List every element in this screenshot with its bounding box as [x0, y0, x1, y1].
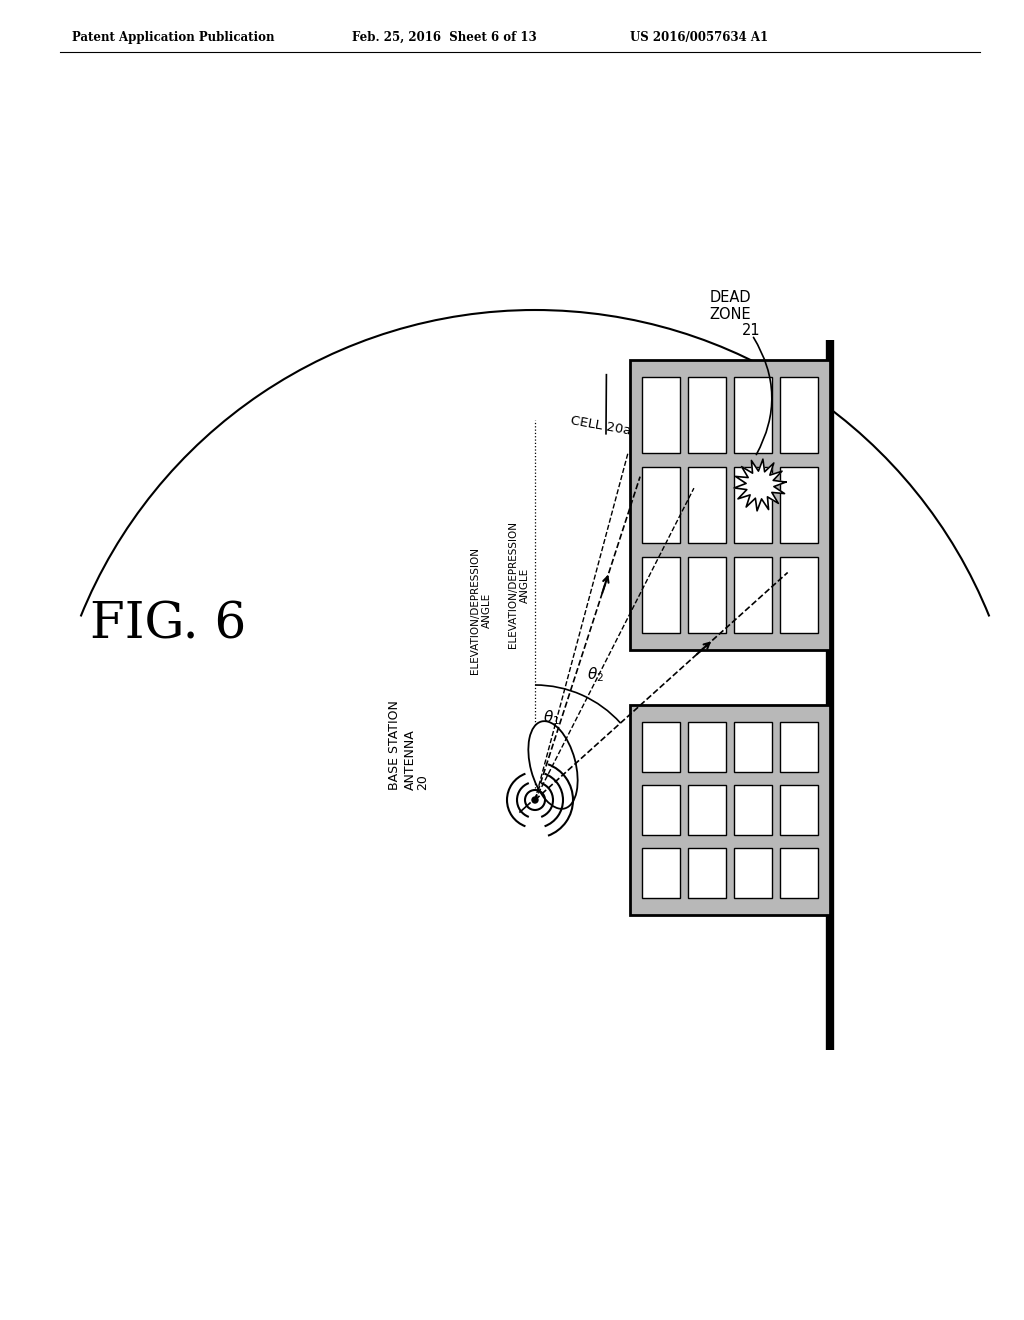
Text: $\theta_1$: $\theta_1$ [543, 709, 560, 727]
Bar [688, 557, 726, 632]
Ellipse shape [528, 721, 578, 809]
Bar [642, 722, 680, 772]
Bar [734, 785, 772, 836]
Text: ELEVATION/DEPRESSION: ELEVATION/DEPRESSION [508, 521, 518, 648]
Bar [734, 722, 772, 772]
Text: BASE STATION: BASE STATION [388, 700, 401, 789]
Bar [734, 557, 772, 632]
Bar [642, 847, 680, 898]
Text: US 2016/0057634 A1: US 2016/0057634 A1 [630, 30, 768, 44]
Text: Patent Application Publication: Patent Application Publication [72, 30, 274, 44]
Circle shape [532, 797, 538, 803]
Bar [780, 467, 818, 543]
Text: FIG. 6: FIG. 6 [90, 601, 246, 649]
Bar [642, 467, 680, 543]
Bar [688, 785, 726, 836]
Text: ZONE: ZONE [710, 308, 751, 322]
Text: 20: 20 [417, 774, 429, 789]
Bar [688, 467, 726, 543]
Bar [630, 705, 830, 915]
Bar [642, 557, 680, 632]
Bar [642, 785, 680, 836]
Text: ANGLE: ANGLE [520, 568, 530, 603]
Bar [688, 722, 726, 772]
Bar [780, 847, 818, 898]
Text: 21: 21 [742, 323, 761, 338]
Bar [734, 847, 772, 898]
Polygon shape [734, 459, 785, 511]
Text: CELL 20a: CELL 20a [569, 414, 632, 437]
Bar [642, 378, 680, 453]
Bar [630, 360, 830, 649]
Bar [734, 378, 772, 453]
Bar [780, 557, 818, 632]
Text: ANTENNA: ANTENNA [403, 729, 417, 789]
Text: DEAD: DEAD [710, 290, 751, 305]
Bar [780, 722, 818, 772]
Text: $\theta_2$: $\theta_2$ [587, 665, 604, 684]
Bar [780, 378, 818, 453]
Text: ELEVATION/DEPRESSION: ELEVATION/DEPRESSION [470, 546, 480, 673]
Bar [734, 467, 772, 543]
Bar [688, 378, 726, 453]
Text: Feb. 25, 2016  Sheet 6 of 13: Feb. 25, 2016 Sheet 6 of 13 [352, 30, 537, 44]
Bar [780, 785, 818, 836]
Text: ANGLE: ANGLE [482, 593, 492, 627]
Bar [688, 847, 726, 898]
